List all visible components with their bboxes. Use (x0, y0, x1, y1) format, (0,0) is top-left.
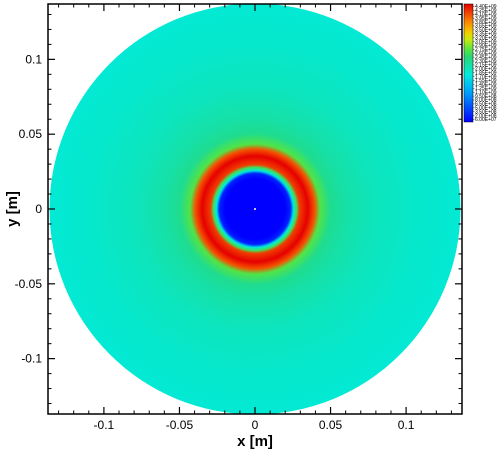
legend-label: 1.85E+09 (475, 70, 497, 76)
legend-label: 4.10E+09 (475, 12, 497, 18)
y-tick-label: 0 (35, 202, 42, 216)
legend-labels: 4.40E+094.25E+094.10E+093.95E+093.80E+09… (473, 4, 497, 123)
x-axis-label: x [m] (237, 433, 273, 450)
legend-label: 9.50E+08 (475, 94, 497, 100)
legend-label: 1.25E+09 (475, 86, 497, 92)
color-legend: 4.40E+094.25E+094.10E+093.95E+093.80E+09… (463, 3, 497, 123)
legend-label: 4.40E+09 (475, 4, 497, 10)
x-tick-label: -0.05 (166, 418, 194, 432)
legend-label: 1.10E+09 (475, 90, 497, 96)
legend-label: 2.15E+09 (475, 63, 497, 69)
x-tick-label: 0 (252, 418, 259, 432)
x-axis-ticks: -0.1 -0.05 0 0.05 0.1 (58, 4, 452, 432)
legend-label: 6.00E+07 (475, 117, 497, 123)
legend-label: 8.00E+08 (475, 98, 497, 104)
legend-label: 3.50E+08 (475, 109, 497, 115)
legend-label: 2.60E+09 (475, 51, 497, 57)
y-tick-label: -0.1 (21, 352, 42, 366)
legend-label: 2.00E+08 (475, 113, 497, 119)
legend-label: 2.00E+09 (475, 67, 497, 73)
legend-label: 3.80E+09 (475, 20, 497, 26)
legend-label: 2.90E+09 (475, 43, 497, 49)
y-tick-label: 0.05 (19, 127, 43, 141)
x-tick-label: -0.1 (94, 418, 115, 432)
center-marker (254, 208, 256, 210)
legend-label: 1.70E+09 (475, 74, 497, 80)
legend-label: 1.55E+09 (475, 78, 497, 84)
y-axis-label: y [m] (4, 191, 21, 227)
x-tick-label: 0.1 (398, 418, 415, 432)
legend-label: 3.05E+09 (475, 39, 497, 45)
legend-label: 2.45E+09 (475, 55, 497, 61)
legend-label: 2.30E+09 (475, 59, 497, 65)
legend-label: 3.20E+09 (475, 35, 497, 41)
legend-colorbar (463, 3, 474, 123)
legend-label: 3.65E+09 (475, 24, 497, 30)
y-axis-ticks: -0.1 -0.05 0 0.05 0.1 (15, 13, 462, 405)
legend-label: 1.40E+09 (475, 82, 497, 88)
y-tick-label: 0.1 (25, 52, 42, 66)
legend-label: 4.25E+09 (475, 8, 497, 14)
legend-label: 6.50E+08 (475, 102, 497, 108)
x-tick-label: 0.05 (319, 418, 343, 432)
legend-label: 3.50E+09 (475, 28, 497, 34)
legend-label: 3.35E+09 (475, 31, 497, 37)
legend-label: 5.00E+08 (475, 106, 497, 112)
y-tick-label: -0.05 (15, 277, 43, 291)
legend-label: 3.95E+09 (475, 16, 497, 22)
legend-label: 2.75E+09 (475, 47, 497, 53)
